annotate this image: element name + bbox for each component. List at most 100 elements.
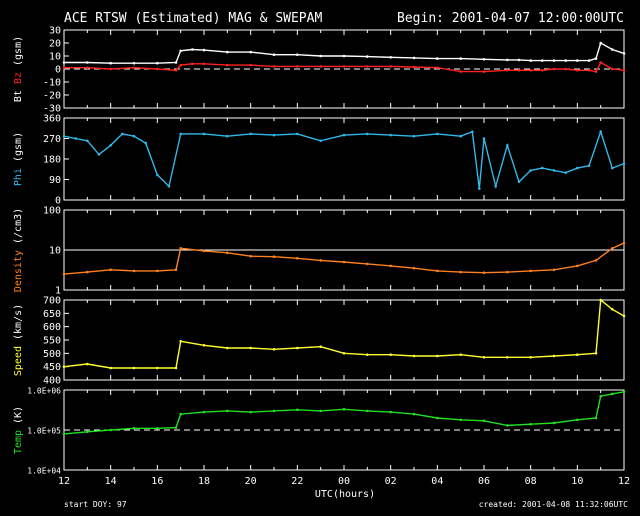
data-point-phi bbox=[506, 144, 509, 147]
y-axis-label-unit: (K) bbox=[13, 406, 24, 430]
data-point-density bbox=[342, 260, 346, 264]
data-point-bt bbox=[62, 61, 66, 64]
data-point-temp bbox=[459, 418, 463, 422]
y-axis-label-name: Density bbox=[13, 250, 24, 292]
x-tick-label: 10 bbox=[571, 476, 583, 487]
y-tick-label: 450 bbox=[43, 362, 61, 373]
phi-panel: 360 270 180 90 0 Phi (gsm) bbox=[13, 114, 626, 207]
data-point-bt bbox=[541, 59, 544, 62]
data-point-density bbox=[179, 247, 182, 250]
data-point-temp bbox=[296, 408, 299, 412]
data-point-density bbox=[62, 272, 66, 276]
x-tick-label: 20 bbox=[245, 476, 257, 487]
data-point-bt bbox=[366, 55, 369, 58]
data-point-bz bbox=[226, 63, 229, 67]
data-point-temp bbox=[529, 422, 532, 426]
data-point-bz bbox=[319, 65, 323, 68]
data-point-phi bbox=[611, 166, 614, 170]
data-point-temp bbox=[86, 430, 89, 434]
data-point-bt bbox=[517, 58, 521, 62]
data-point-speed bbox=[366, 353, 369, 357]
y-tick-label: 1.0E+04 bbox=[27, 467, 61, 476]
data-point-temp bbox=[622, 390, 626, 394]
data-point-phi bbox=[144, 141, 147, 145]
data-point-speed bbox=[342, 352, 346, 355]
x-tick-label: 02 bbox=[385, 476, 397, 487]
data-point-phi bbox=[272, 133, 276, 137]
data-point-bt bbox=[272, 53, 276, 56]
data-point-phi bbox=[541, 166, 544, 170]
data-point-speed bbox=[62, 365, 66, 369]
y-axis-label-unit: (/cm3) bbox=[13, 208, 24, 250]
data-point-phi bbox=[529, 169, 532, 172]
data-point-bt bbox=[156, 61, 159, 65]
speed-panel: 700 650 600 550 500 450 400 Speed (km/s) bbox=[13, 296, 626, 387]
y-axis-label: Temp (K) bbox=[13, 406, 24, 454]
y-tick-label: 650 bbox=[43, 309, 61, 320]
data-point-phi bbox=[482, 137, 486, 140]
chart-title: ACE RTSW (Estimated) MAG & SWEPAM bbox=[64, 11, 322, 26]
y-tick-label: 1.0E+05 bbox=[27, 427, 61, 436]
y-tick-label: 100 bbox=[43, 206, 61, 217]
data-point-density bbox=[611, 247, 614, 250]
data-point-bt bbox=[249, 50, 252, 54]
y-axis-label-unit: (km/s) bbox=[13, 304, 24, 346]
data-point-temp bbox=[594, 416, 598, 420]
data-point-density bbox=[109, 268, 112, 272]
data-point-speed bbox=[599, 298, 602, 302]
x-tick-label: 06 bbox=[478, 476, 490, 487]
begin-timestamp: Begin: 2001-04-07 12:00:00UTC bbox=[397, 11, 624, 26]
series-line-phi bbox=[63, 129, 625, 190]
data-point-temp bbox=[611, 392, 614, 396]
mag-panel: 30 20 10 0 -10 -20 -30 Bt Bz (gsm) bbox=[13, 26, 626, 115]
data-point-bt bbox=[529, 59, 532, 62]
data-point-bz bbox=[552, 67, 556, 71]
data-point-temp bbox=[109, 428, 112, 432]
y-tick-label: 1 bbox=[55, 286, 61, 297]
data-point-density bbox=[389, 264, 393, 268]
data-point-bt bbox=[109, 61, 112, 65]
data-point-temp bbox=[179, 412, 182, 416]
data-point-speed bbox=[622, 314, 626, 318]
data-point-speed bbox=[296, 346, 299, 350]
y-axis-label: Density (/cm3) bbox=[13, 208, 24, 292]
y-axis-label-name: Speed bbox=[13, 346, 24, 376]
data-point-bz bbox=[366, 65, 369, 68]
y-tick-label: 0 bbox=[55, 196, 61, 207]
data-point-temp bbox=[412, 412, 416, 416]
data-point-bz bbox=[587, 69, 591, 72]
x-tick-label: 00 bbox=[338, 476, 350, 487]
data-point-phi bbox=[552, 169, 556, 172]
y-tick-label: 20 bbox=[49, 39, 61, 50]
data-point-bz bbox=[174, 69, 178, 72]
data-point-temp bbox=[174, 426, 178, 429]
data-point-density bbox=[226, 251, 229, 255]
data-point-bz bbox=[296, 65, 299, 68]
data-point-phi bbox=[167, 185, 171, 188]
data-point-bz bbox=[389, 65, 393, 68]
data-point-temp bbox=[249, 410, 252, 414]
x-axis-ticks: 12 14 16 18 20 22 00 02 04 06 08 10 12 bbox=[58, 476, 630, 487]
data-point-density bbox=[412, 266, 416, 270]
y-tick-label: 10 bbox=[49, 246, 61, 257]
data-point-temp bbox=[226, 409, 229, 413]
data-point-phi bbox=[622, 162, 626, 165]
data-point-bz bbox=[459, 70, 463, 73]
data-point-density bbox=[552, 268, 556, 272]
y-tick-label: 700 bbox=[43, 296, 61, 307]
x-tick-label: 22 bbox=[291, 476, 303, 487]
data-point-bt bbox=[622, 52, 626, 55]
y-tick-label: 360 bbox=[43, 114, 61, 125]
data-point-density bbox=[506, 270, 509, 274]
panel-frame bbox=[63, 117, 625, 201]
y-axis-label: Bt Bz (gsm) bbox=[13, 36, 24, 102]
data-point-bz bbox=[342, 65, 346, 68]
data-point-bz bbox=[179, 63, 182, 67]
x-tick-label: 08 bbox=[525, 476, 537, 487]
data-point-speed bbox=[86, 362, 89, 366]
data-point-bz bbox=[482, 70, 486, 73]
data-point-temp bbox=[132, 427, 136, 430]
data-point-phi bbox=[599, 130, 602, 133]
